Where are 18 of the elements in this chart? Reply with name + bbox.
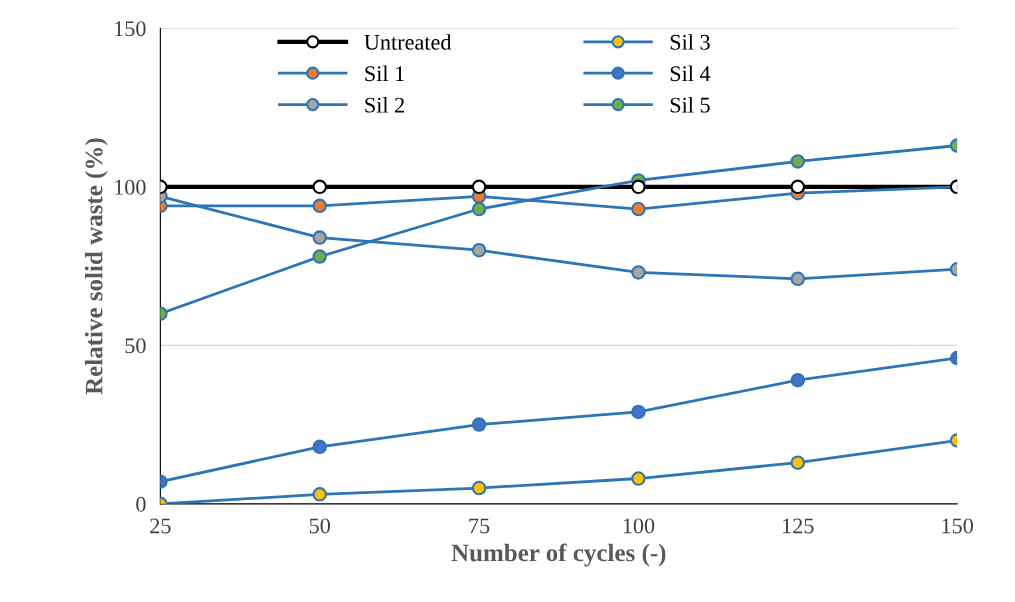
x-tick-label: 100: [623, 518, 655, 534]
x-tick-label: 75: [469, 518, 490, 534]
y-tick-label: 100: [115, 179, 146, 195]
legend-label: Sil 1: [365, 65, 404, 82]
x-axis-title: Number of cycles (-): [451, 543, 666, 567]
x-tick-label: 150: [942, 518, 973, 534]
x-tick-label: 50: [309, 518, 330, 534]
legend-label: Untreated: [364, 34, 452, 50]
x-tick-label: 125: [783, 518, 814, 534]
legend-label: Sil 3: [670, 34, 710, 50]
y-tick-label: 50: [125, 338, 146, 354]
x-tick-label: 25: [150, 518, 171, 534]
legend-label: Sil 5: [670, 96, 710, 113]
y-tick-label: 150: [115, 21, 146, 37]
y-tick-label: 0: [136, 496, 146, 512]
legend-label: Sil 2: [365, 96, 405, 113]
legend-label: Sil 4: [670, 65, 711, 82]
y-axis-title: Relative solid waste (%): [84, 138, 108, 395]
